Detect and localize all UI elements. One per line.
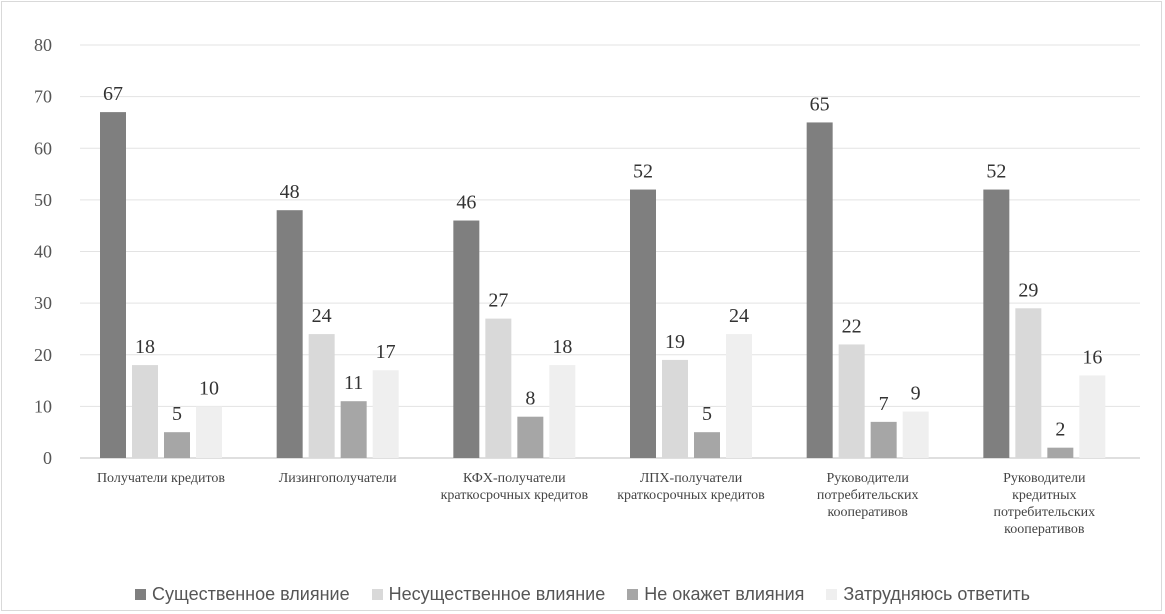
- bar: [694, 432, 720, 458]
- legend-swatch: [627, 588, 639, 600]
- x-tick-label: Получатели кредитов: [97, 471, 225, 486]
- bar: [1015, 308, 1042, 458]
- data-label: 24: [312, 305, 332, 327]
- bar: [630, 189, 656, 459]
- bar: [549, 365, 576, 458]
- bar: [308, 334, 335, 458]
- x-tick-label-line: кооперативов: [1004, 522, 1085, 537]
- bar: [132, 365, 158, 458]
- data-label: 52: [633, 161, 653, 183]
- data-label: 17: [376, 341, 396, 363]
- data-label: 52: [986, 161, 1006, 183]
- y-tick-label: 0: [43, 448, 52, 468]
- gridlines: [80, 44, 1140, 459]
- legend-swatch: [371, 588, 383, 600]
- data-label: 27: [488, 290, 508, 312]
- y-axis-ticks: 0 10 20 30 40 50 60 70 80: [34, 35, 52, 468]
- x-tick-label-line: Руководители: [826, 471, 909, 486]
- data-label: 2: [1055, 419, 1065, 441]
- bars: [100, 112, 1106, 459]
- data-label: 5: [172, 403, 182, 425]
- x-tick-label-line: потребительских: [994, 505, 1096, 520]
- data-label: 7: [879, 393, 889, 415]
- data-label: 18: [552, 336, 572, 358]
- bar: [983, 189, 1010, 459]
- bar: [517, 416, 544, 458]
- y-tick-label: 70: [34, 87, 52, 107]
- x-tick-label: Руководители потребительских кооперативов: [817, 471, 919, 520]
- bar: [196, 406, 222, 458]
- x-axis-ticks: Получатели кредитов Лизингополучатели КФХ-…: [97, 471, 1095, 537]
- x-tick-label-line: краткосрочных кредитов: [441, 488, 589, 503]
- bar: [902, 411, 929, 458]
- legend: Существенное влияние Несущественное влиян…: [0, 580, 1165, 608]
- legend-label: Несущественное влияние: [388, 583, 606, 604]
- data-labels: 67 18 5 10 48 24 11 17 46 27 8 18 52 19 5 24 65 22 7 9 52 29 2…: [103, 83, 1102, 441]
- data-label: 10: [199, 377, 219, 399]
- y-tick-label: 60: [34, 138, 52, 158]
- data-label: 22: [842, 315, 862, 337]
- x-tick-label-line: ЛПХ-получатели: [640, 471, 743, 486]
- legend-item: Существенное влияние: [135, 584, 350, 605]
- bar: [662, 359, 688, 458]
- bar: [806, 122, 833, 458]
- x-tick-label-line: потребительских: [817, 488, 919, 503]
- data-label: 67: [103, 83, 123, 105]
- bar: [340, 401, 367, 458]
- bar: [372, 370, 399, 458]
- data-label: 8: [525, 388, 535, 410]
- legend-item: Затрудняюсь ответить: [826, 584, 1030, 605]
- bar: [726, 334, 752, 458]
- x-tick-label-line: краткосрочных кредитов: [617, 488, 765, 503]
- x-tick-label-line: Лизингополучатели: [279, 471, 397, 486]
- legend-label: Не окажет влияния: [644, 583, 805, 604]
- bar: [870, 421, 897, 458]
- legend-item: Не окажет влияния: [627, 584, 804, 605]
- x-tick-label: Руководители кредитных потребительских кооп…: [994, 471, 1096, 537]
- x-tick-label-line: Руководители: [1003, 471, 1086, 486]
- y-tick-label: 10: [34, 396, 52, 416]
- data-label: 19: [665, 331, 685, 353]
- x-tick-label-line: КФХ-получатели: [463, 471, 566, 486]
- data-label: 18: [135, 336, 155, 358]
- x-tick-label: Лизингополучатели: [279, 471, 397, 486]
- data-label: 16: [1082, 346, 1102, 368]
- x-tick-label: КФХ-получатели краткосрочных кредитов: [441, 471, 589, 503]
- data-label: 9: [911, 383, 921, 405]
- data-label: 24: [729, 305, 749, 327]
- bar: [485, 318, 512, 458]
- data-label: 11: [344, 372, 363, 394]
- y-tick-label: 80: [34, 35, 52, 55]
- data-label: 46: [456, 192, 476, 214]
- legend-swatch: [826, 588, 838, 600]
- x-tick-label-line: Получатели кредитов: [97, 471, 225, 486]
- bar: [1079, 375, 1106, 458]
- bar: [453, 220, 480, 458]
- bar: [100, 112, 126, 459]
- x-tick-label-line: кооперативов: [827, 505, 908, 520]
- y-tick-label: 50: [34, 190, 52, 210]
- y-tick-label: 30: [34, 293, 52, 313]
- data-label: 29: [1018, 279, 1038, 301]
- data-label: 48: [280, 181, 300, 203]
- bar: [164, 432, 190, 458]
- bar: [838, 344, 865, 458]
- x-tick-label: ЛПХ-получатели краткосрочных кредитов: [617, 471, 765, 503]
- bar: [276, 210, 303, 458]
- legend-label: Существенное влияние: [152, 583, 350, 604]
- y-tick-label: 20: [34, 345, 52, 365]
- legend-swatch: [135, 588, 146, 600]
- legend-label: Затрудняюсь ответить: [843, 583, 1030, 604]
- data-label: 5: [702, 403, 712, 425]
- bar: [1047, 447, 1074, 458]
- data-label: 65: [810, 93, 830, 115]
- legend-item: Несущественное влияние: [371, 583, 606, 605]
- x-tick-label-line: кредитных: [1012, 488, 1076, 503]
- y-tick-label: 40: [34, 242, 52, 262]
